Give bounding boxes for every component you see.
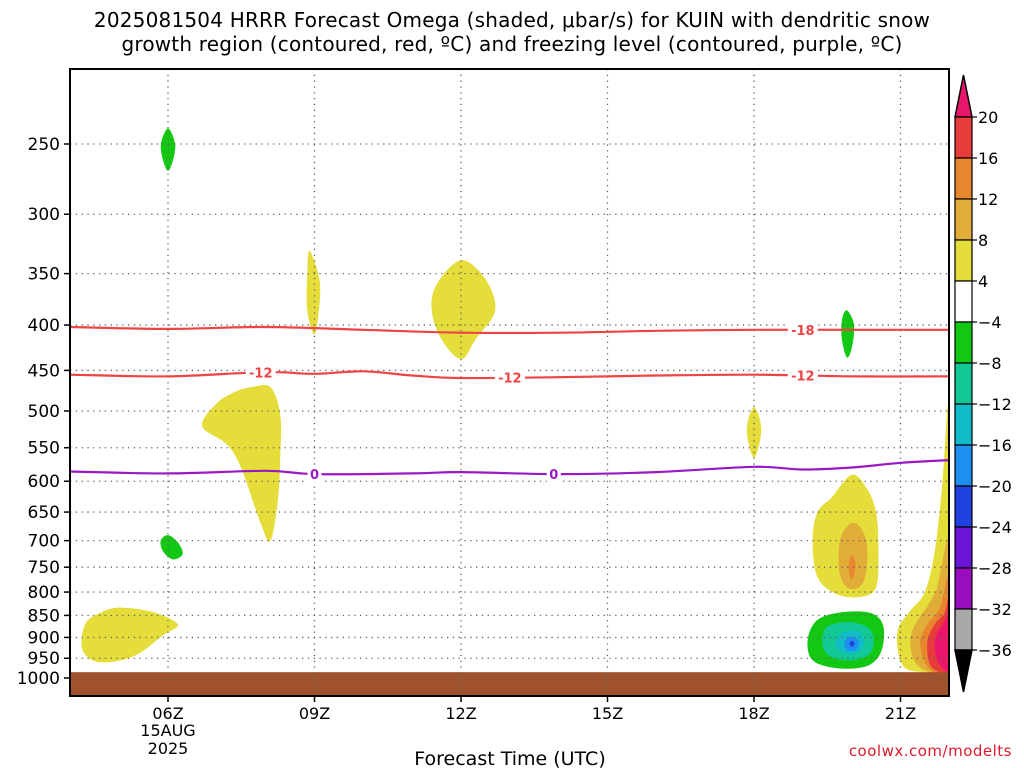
colorbar-label: −32: [978, 600, 1012, 619]
y-tick-label-250: 250: [28, 135, 60, 155]
contour-label-bg: [787, 367, 818, 384]
chart-title-line-2: growth region (contoured, red, ºC) and f…: [121, 32, 903, 56]
colorbar-label: −36: [978, 641, 1012, 660]
y-tick-label-350: 350: [28, 265, 60, 285]
x-tick-label-09Z: 09Z: [299, 704, 330, 723]
x-tick-label-21Z: 21Z: [885, 704, 916, 723]
colorbar-bin-13: [954, 608, 973, 651]
contour-label-0-0: 0: [310, 468, 319, 483]
colorbar-bin-4: [954, 239, 973, 282]
colorbar-bin-8: [954, 403, 973, 446]
colorbar-bin-12: [954, 567, 973, 610]
x-tick-sublabel: 2025: [148, 739, 189, 758]
colorbar-label: 4: [978, 272, 988, 291]
ground-layer: [70, 672, 949, 696]
contour-label--12-0: -12: [249, 366, 273, 381]
y-tick-label-1000: 1000: [17, 669, 60, 689]
y-tick-label-950: 950: [28, 649, 60, 669]
colorbar-bin-2: [954, 157, 973, 200]
contour-label-0-1: 0: [549, 468, 558, 483]
contour-label-bg: [546, 466, 561, 483]
x-tick-sublabel: 15AUG: [140, 721, 195, 740]
colorbar-bin-5: [954, 280, 973, 323]
y-tick-label-300: 300: [28, 205, 60, 225]
colorbar-label: 16: [978, 149, 998, 168]
omega-region-3: [306, 250, 321, 335]
pressure-axis: 2503003504004505005506006507007508008509…: [17, 135, 70, 689]
colorbar: 20 16 12 8 4 −4 −8 −12 −16 −20 −24 −28 −32 −36: [954, 74, 1012, 693]
y-tick-label-600: 600: [28, 472, 60, 492]
colorbar-bin-1: [954, 116, 973, 159]
chart-title-line-1: 2025081504 HRRR Forecast Omega (shaded, …: [93, 8, 931, 32]
y-tick-label-850: 850: [28, 606, 60, 626]
omega-region-10: [848, 555, 856, 580]
omega-region-20: [934, 612, 949, 672]
omega-region-5: [202, 384, 282, 542]
colorbar-bottom-arrow: [954, 649, 973, 693]
colorbar-bin-7: [954, 362, 973, 405]
plot-frame: [69, 68, 950, 697]
y-tick-label-750: 750: [28, 558, 60, 578]
y-tick-label-450: 450: [28, 361, 60, 381]
y-tick-label-400: 400: [28, 316, 60, 336]
contour-label-bg: [787, 321, 818, 338]
colorbar-label: −8: [978, 354, 1002, 373]
y-tick-label-900: 900: [28, 628, 60, 648]
contour-label--12-1: -12: [498, 372, 522, 387]
colorbar-label: −4: [978, 313, 1002, 332]
colorbar-label: −28: [978, 559, 1012, 578]
x-axis-label: Forecast Time (UTC): [414, 748, 605, 768]
colorbar-bin-9: [954, 444, 973, 487]
omega-region-2: [841, 310, 855, 358]
colorbar-label: 12: [978, 190, 998, 209]
colorbar-bin-3: [954, 198, 973, 241]
contour-label-bg: [494, 369, 525, 386]
contour-label-bg: [307, 466, 322, 483]
y-tick-label-800: 800: [28, 583, 60, 603]
colorbar-bin-6: [954, 321, 973, 364]
x-tick-label-15Z: 15Z: [592, 704, 623, 723]
x-tick-label-12Z: 12Z: [445, 704, 476, 723]
colorbar-label: −12: [978, 395, 1012, 414]
x-tick-label-06Z: 06Z: [152, 704, 183, 723]
contour-label--12-2: -12: [791, 370, 815, 385]
y-tick-label-650: 650: [28, 503, 60, 523]
ground-fill: [70, 672, 949, 696]
omega-region-6: [746, 407, 762, 459]
contour-label-bg: [245, 364, 276, 381]
contour-line-0: [70, 459, 949, 476]
omega-region-4: [431, 260, 496, 360]
omega-region-7: [81, 607, 178, 663]
contour-lines: -18 -12 -12 -12 0 0: [70, 321, 949, 483]
colorbar-label: −24: [978, 518, 1012, 537]
colorbar-label: 20: [978, 108, 998, 127]
y-tick-label-700: 700: [28, 532, 60, 552]
y-tick-label-550: 550: [28, 439, 60, 459]
x-tick-label-18Z: 18Z: [738, 704, 769, 723]
y-tick-label-500: 500: [28, 402, 60, 422]
colorbar-label: −16: [978, 436, 1012, 455]
omega-region-1: [160, 535, 183, 560]
gridlines: [70, 69, 949, 696]
omega-shaded-regions: [81, 128, 949, 692]
omega-region-9: [838, 522, 868, 590]
colorbar-bin-11: [954, 526, 973, 569]
colorbar-top-arrow: [954, 74, 973, 118]
colorbar-bin-10: [954, 485, 973, 528]
omega-region-15: [849, 640, 855, 647]
colorbar-label: 8: [978, 231, 988, 250]
credit-link[interactable]: coolwx.com/modelts: [848, 742, 1012, 760]
colorbar-label: −20: [978, 477, 1012, 496]
omega-region-0: [160, 128, 176, 171]
contour-label--18-0: -18: [791, 324, 815, 339]
